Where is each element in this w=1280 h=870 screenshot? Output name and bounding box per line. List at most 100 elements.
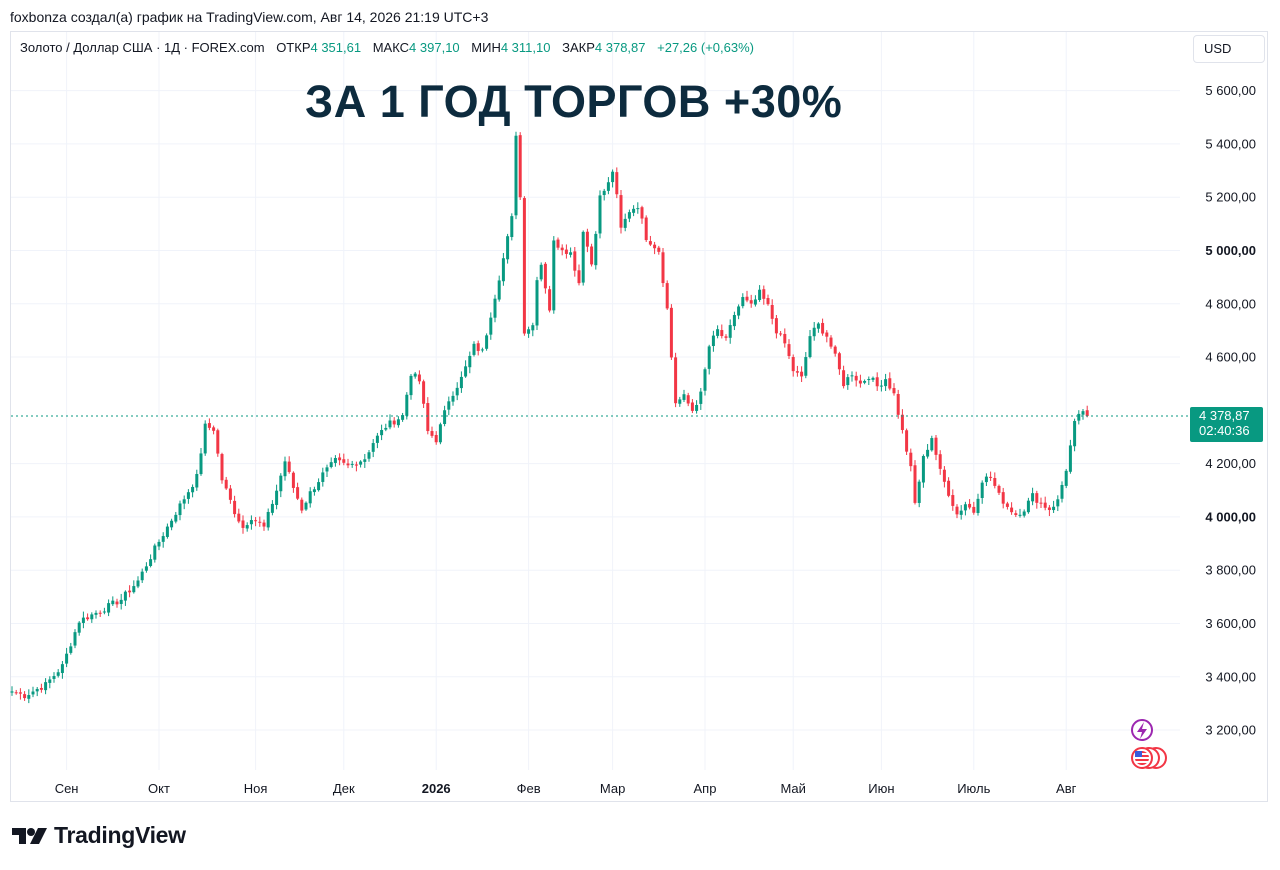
candle bbox=[388, 414, 392, 430]
x-tick-label: Ноя bbox=[244, 781, 268, 796]
candle bbox=[296, 482, 300, 501]
candle bbox=[1077, 410, 1081, 425]
candle bbox=[1052, 500, 1056, 513]
candle bbox=[573, 246, 577, 277]
x-tick-label: Дек bbox=[333, 781, 355, 796]
x-tick-label: Сен bbox=[55, 781, 79, 796]
candle bbox=[380, 424, 384, 441]
candle bbox=[657, 245, 661, 255]
candle bbox=[123, 590, 127, 606]
candle bbox=[1047, 505, 1051, 517]
candle bbox=[514, 131, 518, 220]
candle bbox=[359, 460, 363, 468]
candle bbox=[804, 352, 808, 379]
candle bbox=[228, 485, 232, 504]
candle bbox=[342, 453, 346, 466]
candle bbox=[39, 683, 43, 693]
candle bbox=[716, 325, 720, 339]
candle bbox=[23, 691, 27, 701]
symbol-name[interactable]: Золото / Доллар США · 1Д · FOREX.com bbox=[20, 40, 265, 55]
x-tick-label: Июн bbox=[868, 781, 894, 796]
y-tick-label: 4 200,00 bbox=[1205, 456, 1256, 471]
candle bbox=[758, 285, 762, 302]
candle bbox=[1010, 502, 1014, 515]
candle bbox=[220, 452, 224, 484]
candle bbox=[102, 607, 106, 615]
x-tick-label: Авг bbox=[1056, 781, 1077, 796]
candle bbox=[867, 376, 871, 386]
candle bbox=[1039, 497, 1043, 509]
candle bbox=[413, 371, 417, 379]
candle bbox=[52, 672, 56, 683]
tradingview-logo-text: TradingView bbox=[54, 822, 186, 848]
x-tick-label: Окт bbox=[148, 781, 170, 796]
candle bbox=[611, 169, 615, 188]
candle bbox=[854, 371, 858, 387]
candle bbox=[128, 585, 132, 598]
candle bbox=[770, 299, 774, 325]
y-tick-label: 5 400,00 bbox=[1205, 136, 1256, 151]
candle bbox=[266, 508, 270, 531]
candle bbox=[27, 689, 31, 704]
candle bbox=[485, 333, 489, 351]
candle bbox=[674, 352, 678, 408]
candle bbox=[590, 243, 594, 267]
candle bbox=[1005, 501, 1009, 510]
currency-button[interactable]: USD bbox=[1193, 35, 1265, 63]
candle bbox=[149, 554, 153, 568]
candle bbox=[237, 508, 241, 524]
candle bbox=[959, 505, 963, 520]
chart-frame bbox=[10, 31, 1268, 802]
candle bbox=[48, 676, 52, 689]
tradingview-logo[interactable]: TradingView bbox=[12, 822, 186, 849]
tradingview-logo-icon bbox=[12, 827, 47, 844]
candle bbox=[405, 392, 409, 420]
candle bbox=[955, 504, 959, 519]
candle bbox=[795, 365, 799, 377]
candle bbox=[422, 379, 426, 408]
candle bbox=[434, 431, 438, 445]
candle bbox=[212, 425, 216, 435]
us-flag-icon[interactable] bbox=[1131, 747, 1167, 769]
y-tick-label: 3 800,00 bbox=[1205, 563, 1256, 578]
candle bbox=[766, 294, 770, 306]
candle bbox=[1031, 487, 1035, 506]
candle bbox=[56, 669, 60, 678]
candle bbox=[968, 499, 972, 510]
candle bbox=[938, 450, 942, 475]
candle bbox=[1064, 468, 1068, 489]
grid-layer bbox=[11, 32, 1180, 770]
candle bbox=[375, 432, 379, 449]
candle bbox=[833, 345, 837, 357]
candle bbox=[665, 280, 669, 310]
candle bbox=[623, 213, 627, 232]
symbol-legend: Золото / Доллар США · 1Д · FOREX.com ОТК… bbox=[20, 40, 754, 55]
y-axis: 3 200,00 3 400,00 3 600,00 3 800,00 4 000,00… bbox=[1205, 83, 1256, 737]
y-tick-label: 3 600,00 bbox=[1205, 616, 1256, 631]
high-value: 4 397,10 bbox=[409, 40, 460, 55]
y-tick-label: 5 600,00 bbox=[1205, 83, 1256, 98]
candle bbox=[762, 285, 766, 305]
high-label: МАКС bbox=[372, 40, 410, 55]
candle bbox=[930, 435, 934, 452]
x-tick-label: Фев bbox=[517, 781, 541, 796]
candle bbox=[535, 276, 539, 330]
candle bbox=[224, 476, 228, 490]
candle bbox=[241, 515, 245, 534]
candle bbox=[627, 209, 631, 223]
x-tick-label: Мар bbox=[600, 781, 625, 796]
candle bbox=[837, 351, 841, 375]
candle bbox=[506, 233, 510, 264]
candle bbox=[875, 372, 879, 391]
candle bbox=[144, 562, 148, 573]
candle bbox=[724, 334, 728, 341]
candle bbox=[581, 230, 585, 286]
candle bbox=[308, 487, 312, 508]
candle bbox=[669, 304, 673, 360]
candle bbox=[543, 262, 547, 294]
candle bbox=[632, 205, 636, 217]
candle bbox=[178, 500, 182, 521]
lightning-icon[interactable] bbox=[1131, 719, 1153, 741]
low-label: МИН bbox=[471, 40, 501, 55]
